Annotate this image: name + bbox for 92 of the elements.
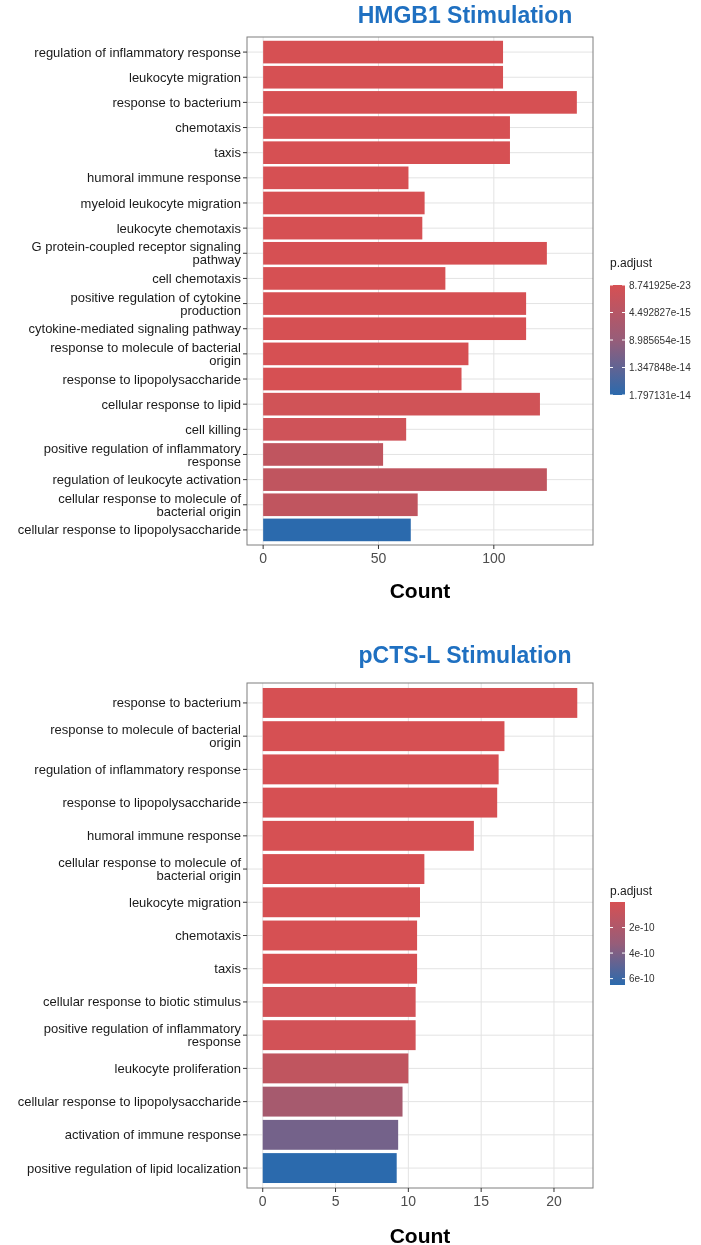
bar	[263, 166, 409, 190]
y-tick-label: positive regulation of lipid localization	[27, 1160, 241, 1176]
y-tick-label: response to lipopolysaccharide	[62, 795, 241, 811]
x-tick-label: 0	[259, 550, 268, 566]
bar	[263, 367, 462, 391]
bar	[263, 317, 527, 341]
y-tick-label: cell chemotaxis	[152, 270, 242, 286]
y-tick-label: G protein-coupled receptor signaling pathway	[31, 239, 242, 268]
y-tick-label: myeloid leukocyte migration	[80, 195, 241, 211]
y-tick-label: cellular response to lipopolysaccharide	[17, 1094, 241, 1110]
bar	[263, 342, 469, 366]
bar	[263, 216, 423, 240]
bar	[262, 887, 420, 918]
chart-title: pCTS-L Stimulation	[358, 642, 572, 668]
y-tick-label: chemotaxis	[175, 120, 242, 136]
bar	[262, 721, 505, 752]
bar	[263, 191, 425, 215]
x-axis-title: Count	[389, 579, 451, 602]
bar	[262, 1119, 399, 1150]
bar	[262, 820, 474, 851]
y-tick-label: chemotaxis	[175, 928, 242, 944]
y-tick-label: cellular response to molecule of bacterial origin	[58, 855, 242, 884]
color-bar-label: 8.741925e-23	[629, 279, 692, 291]
y-tick-label: cell killing	[185, 421, 241, 437]
bar	[263, 443, 384, 466]
bar	[262, 854, 425, 884]
color-bar-label: 1.347848e-14	[629, 362, 692, 373]
y-tick-label: taxis	[214, 961, 242, 977]
x-tick-label: 50	[370, 550, 387, 566]
y-tick-label: regulation of inflammatory response	[34, 761, 241, 777]
x-tick-label: 100	[482, 550, 506, 566]
y-tick-label: taxis	[214, 145, 242, 161]
bar	[262, 1053, 409, 1084]
bar	[263, 518, 411, 542]
y-tick-label: response to molecule of bacterial origin	[50, 722, 242, 751]
x-tick-label: 20	[546, 1193, 562, 1209]
color-bar-label: 6e-10	[629, 973, 656, 985]
bar	[262, 1153, 397, 1184]
y-tick-label: cellular response to molecule of bacterial origin	[58, 490, 242, 519]
bar	[263, 141, 510, 164]
y-tick-label: positive regulation of inflammatory response	[43, 1021, 242, 1050]
y-tick-label: cellular response to lipopolysaccharide	[17, 522, 241, 538]
bar	[262, 787, 498, 818]
bar	[262, 754, 499, 785]
color-bar-title: p.adjust	[610, 256, 653, 270]
bar	[263, 468, 547, 491]
x-tick-label: 15	[473, 1193, 490, 1209]
y-tick-label: leukocyte migration	[129, 894, 241, 910]
bar	[263, 292, 527, 315]
x-tick-label: 0	[258, 1193, 267, 1209]
y-tick-label: response to bacterium	[112, 695, 241, 711]
y-tick-label: response to molecule of bacterial origin	[50, 339, 242, 368]
color-bar-label: 8.985654e-15	[629, 334, 692, 346]
bar	[263, 418, 407, 441]
y-tick-label: activation of immune response	[64, 1127, 241, 1143]
bar	[262, 1020, 416, 1051]
color-bar-label: 1.797131e-14	[629, 389, 692, 401]
bar	[263, 116, 510, 139]
y-tick-label: leukocyte chemotaxis	[116, 220, 242, 236]
y-tick-label: cytokine-mediated signaling pathway	[28, 321, 242, 337]
bar	[262, 920, 418, 951]
x-axis-title: Count	[389, 1224, 451, 1245]
x-tick-label: 10	[400, 1193, 417, 1209]
bar	[262, 987, 416, 1017]
bar	[263, 241, 547, 265]
y-tick-label: positive regulation of inflammatory response	[43, 440, 242, 469]
bar	[263, 392, 540, 416]
color-bar-title: p.adjust	[610, 884, 653, 898]
y-tick-label: response to lipopolysaccharide	[62, 371, 241, 387]
y-tick-label: humoral immune response	[87, 828, 241, 844]
y-tick-label: response to bacterium	[112, 94, 241, 110]
bar	[263, 65, 504, 89]
x-tick-label: 5	[331, 1193, 340, 1209]
y-tick-label: humoral immune response	[87, 170, 241, 186]
bar	[263, 493, 418, 517]
chart-title: HMGB1 Stimulation	[357, 2, 573, 28]
y-tick-label: regulation of leukocyte activation	[52, 472, 241, 488]
color-bar-label: 4e-10	[629, 947, 656, 959]
y-tick-label: leukocyte migration	[129, 69, 241, 85]
y-tick-label: cellular response to biotic stimulus	[43, 994, 242, 1010]
y-tick-label: leukocyte proliferation	[114, 1060, 241, 1076]
color-bar-label: 4.492827e-15	[629, 307, 692, 318]
color-bar-label: 2e-10	[629, 922, 656, 934]
bar	[263, 40, 504, 64]
bar	[262, 687, 578, 718]
y-tick-label: regulation of inflammatory response	[34, 44, 241, 60]
y-tick-label: positive regulation of cytokine production	[70, 289, 241, 318]
bar	[263, 267, 446, 290]
bar	[262, 1086, 403, 1117]
y-tick-label: cellular response to lipid	[101, 396, 241, 412]
bar	[262, 953, 418, 984]
bar	[263, 91, 577, 114]
